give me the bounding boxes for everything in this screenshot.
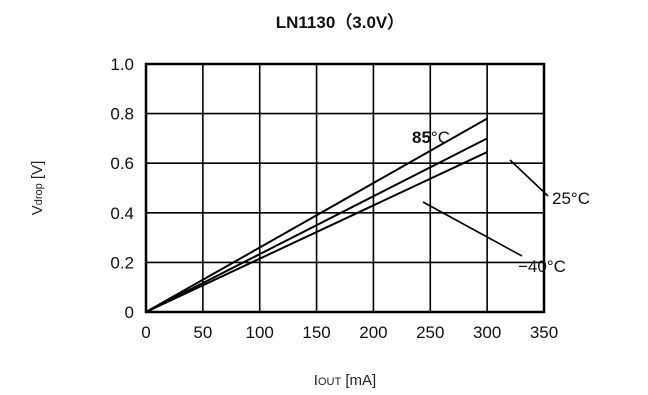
x-tick-label: 350	[530, 323, 558, 342]
x-tick-labels: 0 50 100 150 200 250 300 350	[141, 323, 558, 342]
x-axis-label-sub: OUT	[318, 376, 342, 388]
y-axis-label: Vdrop [V]	[29, 161, 46, 216]
y-tick-label: 0.4	[110, 204, 134, 223]
y-tick-label: 0.6	[110, 154, 134, 173]
series-annotation: 85°C	[412, 128, 450, 147]
series-annotation: 25°C	[552, 189, 590, 208]
y-tick-labels: 0 0.2 0.4 0.6 0.8 1.0	[110, 55, 134, 322]
y-axis-label-unit: [V]	[29, 161, 46, 184]
x-axis-label-unit: [mA]	[341, 372, 376, 389]
x-axis-label: IOUT [mA]	[314, 372, 376, 389]
y-tick-label: 0	[125, 303, 134, 322]
x-tick-label: 0	[141, 323, 150, 342]
x-tick-label: 150	[302, 323, 330, 342]
annotation-leader-line	[422, 201, 523, 257]
y-axis-label-sub: drop	[33, 183, 45, 205]
series-annotation: −40°C	[518, 257, 566, 276]
x-tick-label: 300	[473, 323, 501, 342]
series-line-minus40c	[145, 151, 488, 313]
x-tick-label: 200	[359, 323, 387, 342]
series-line-85c	[145, 117, 488, 313]
series-line-25c	[145, 137, 488, 313]
x-tick-label: 250	[416, 323, 444, 342]
y-axis-label-main: V	[29, 205, 46, 215]
y-tick-label: 0.8	[110, 105, 134, 124]
x-axis-label-main: I	[314, 372, 318, 389]
chart-title: LN1130（3.0V）	[276, 12, 405, 32]
grid	[146, 64, 544, 312]
series-annotations: 85°C 25°C −40°C	[412, 128, 590, 276]
annotation-leader-line	[509, 159, 549, 197]
y-tick-label: 1.0	[110, 55, 134, 74]
x-tick-label: 50	[193, 323, 212, 342]
x-tick-label: 100	[246, 323, 274, 342]
series-lines	[145, 117, 488, 313]
plot-frame	[144, 62, 546, 314]
y-tick-label: 0.2	[110, 253, 134, 272]
